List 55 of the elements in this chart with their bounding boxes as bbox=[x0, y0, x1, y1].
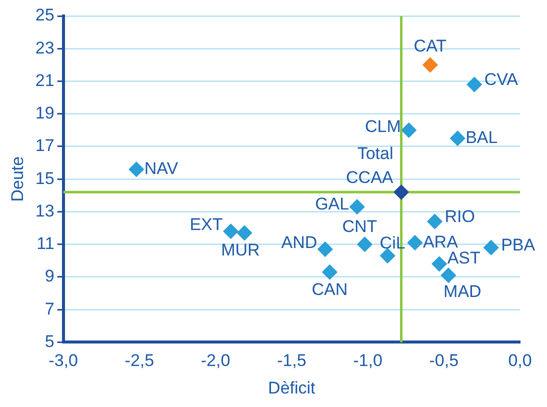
annotation: CAT bbox=[414, 36, 447, 56]
y-tick-label: 5 bbox=[44, 332, 54, 351]
y-tick-label: 9 bbox=[44, 266, 54, 286]
x-tick-label: -3,0 bbox=[48, 351, 78, 370]
annotation: NAV bbox=[144, 159, 179, 178]
point bbox=[427, 214, 442, 230]
point bbox=[422, 57, 438, 72]
annotation: BAL bbox=[466, 128, 498, 148]
x-tick-label: -0,5 bbox=[429, 351, 459, 370]
point bbox=[401, 122, 416, 138]
x-tick-label: -1,0 bbox=[353, 351, 382, 370]
point bbox=[466, 77, 482, 92]
annotation: CLM bbox=[364, 116, 401, 136]
point bbox=[380, 248, 396, 264]
point bbox=[236, 225, 252, 240]
annotation: ARA bbox=[422, 232, 459, 252]
point bbox=[432, 256, 447, 272]
x-axis-title: Dèficit bbox=[268, 378, 316, 398]
point bbox=[407, 235, 422, 250]
x-tick-label: -2,5 bbox=[124, 351, 154, 370]
annotation: MAD bbox=[444, 282, 482, 302]
point bbox=[350, 199, 365, 214]
annotation: CAN bbox=[312, 280, 348, 299]
point bbox=[223, 224, 238, 239]
point bbox=[318, 242, 333, 257]
y-tick-label: 19 bbox=[35, 104, 54, 123]
x-tick-label: -2,0 bbox=[200, 351, 230, 370]
annotation: AST bbox=[447, 248, 480, 268]
annotation: GAL bbox=[315, 194, 350, 214]
point bbox=[484, 240, 499, 256]
y-tick-label: 7 bbox=[44, 299, 54, 318]
y-tick-label: 21 bbox=[35, 70, 54, 90]
y-tick-label: 11 bbox=[36, 234, 54, 254]
annotation: EXT bbox=[190, 214, 223, 234]
y-axis-title: Deute bbox=[8, 156, 27, 202]
point bbox=[450, 130, 466, 146]
annotation: RIO bbox=[444, 207, 475, 226]
annotation: MUR bbox=[221, 240, 260, 260]
annotation: PBA bbox=[501, 235, 536, 254]
point bbox=[322, 264, 338, 280]
point bbox=[394, 184, 409, 200]
annotation: CNT bbox=[342, 217, 378, 236]
point bbox=[128, 162, 144, 177]
point bbox=[357, 236, 372, 252]
x-tick-label: -1,5 bbox=[277, 351, 306, 370]
y-tick-label: 25 bbox=[35, 6, 54, 25]
annotation: Total CCAA bbox=[346, 144, 394, 187]
y-tick-label: 23 bbox=[35, 38, 54, 58]
y-tick-label: 17 bbox=[35, 136, 54, 156]
annotation: CVA bbox=[484, 70, 519, 90]
point bbox=[440, 268, 456, 283]
x-tick-label: 0,0 bbox=[508, 351, 532, 370]
y-tick-label: 15 bbox=[35, 168, 54, 188]
annotation: AND bbox=[281, 232, 318, 252]
y-tick-label: 13 bbox=[35, 201, 54, 220]
